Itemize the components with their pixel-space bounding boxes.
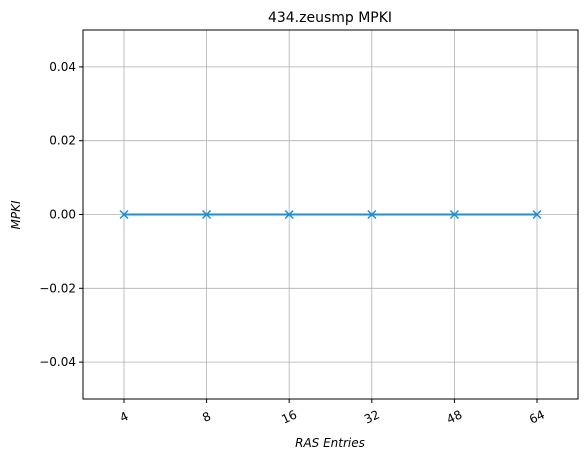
data-point <box>284 209 294 220</box>
x-tick-label: 32 <box>362 407 382 426</box>
y-tick-label: 0.00 <box>49 208 76 222</box>
y-tick-label: −0.04 <box>39 355 76 369</box>
x-axis-label: RAS Entries <box>295 436 365 450</box>
x-tick-label: 16 <box>279 407 299 426</box>
x-tick-label: 48 <box>445 407 465 426</box>
data-point <box>202 209 212 220</box>
y-axis-label: MPKI <box>9 200 23 229</box>
chart-title: 434.zeusmp MPKI <box>268 10 392 26</box>
data-point <box>449 209 459 220</box>
series-layer <box>119 209 542 220</box>
y-tick-label: 0.02 <box>49 134 76 148</box>
data-point <box>119 209 129 220</box>
y-tick-label: 0.04 <box>49 60 76 74</box>
data-point <box>367 209 377 220</box>
data-point <box>532 209 542 220</box>
x-tick-label: 64 <box>527 407 547 426</box>
y-tick-label: −0.02 <box>39 281 76 295</box>
axes: 4 8 16 32 48 64−0.04−0.020.000.020.04 <box>39 29 579 427</box>
